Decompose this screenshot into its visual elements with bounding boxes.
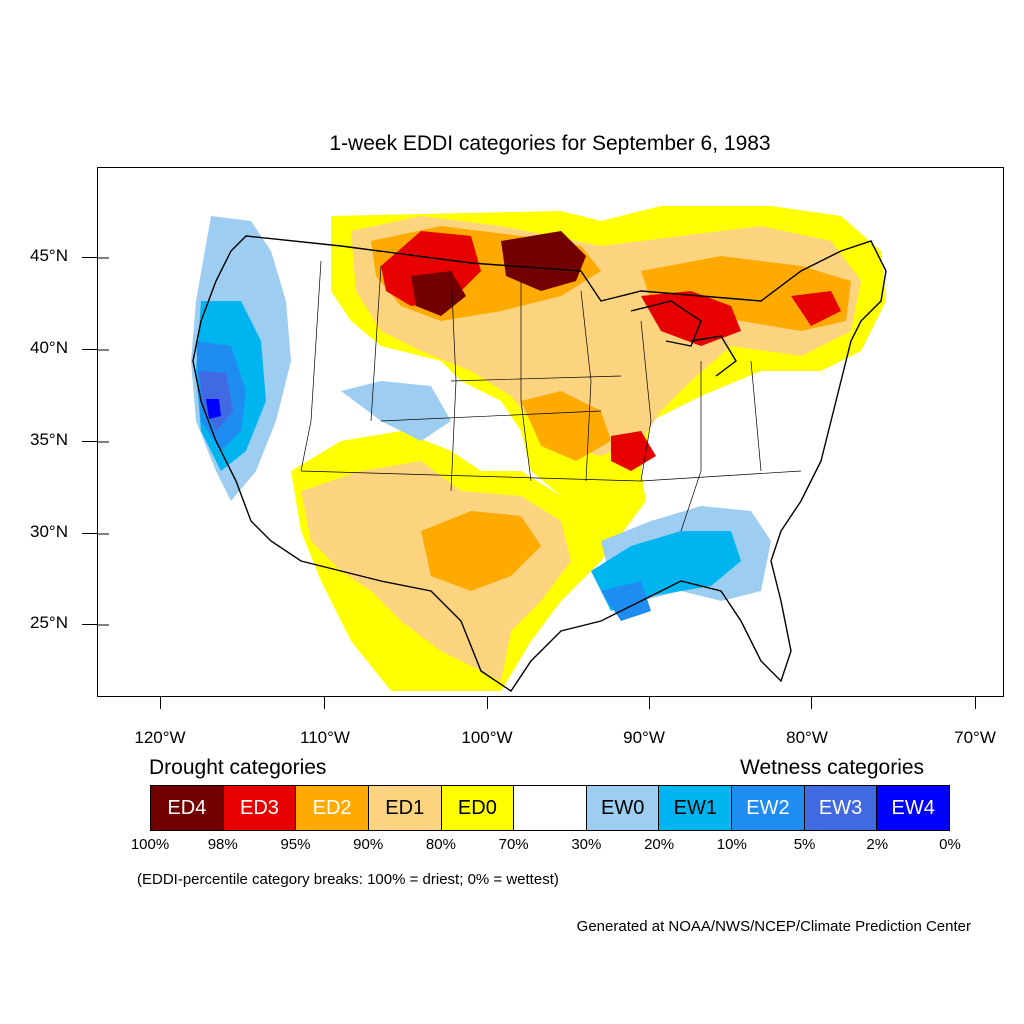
lon-label-90w: 90°W xyxy=(623,728,665,747)
credit-text: Generated at NOAA/NWS/NCEP/Climate Predi… xyxy=(576,918,971,935)
percentile-label: 20% xyxy=(644,836,675,853)
percentile-label: 100% xyxy=(130,836,170,853)
map-title: 1-week EDDI categories for September 6, … xyxy=(329,132,771,155)
us-outline xyxy=(192,235,887,692)
category-shading xyxy=(191,206,886,691)
eddi-map xyxy=(97,167,1004,697)
ew4-region-ca xyxy=(206,399,221,419)
lat-label-45: 45°N xyxy=(30,246,68,265)
percentile-label: 70% xyxy=(498,836,529,853)
lat-tick xyxy=(82,441,97,442)
lat-label-35: 35°N xyxy=(30,430,68,449)
lat-label-25: 25°N xyxy=(30,613,68,632)
ew0-region-co xyxy=(341,381,451,441)
state-lines xyxy=(300,260,802,532)
legend-box-ed2: ED2 xyxy=(296,786,369,830)
percentile-label: 80% xyxy=(425,836,456,853)
percentile-label: 10% xyxy=(716,836,747,853)
lon-label-120w: 120°W xyxy=(134,728,186,747)
wetness-heading: Wetness categories xyxy=(740,756,925,779)
boundaries xyxy=(192,235,887,692)
lat-tick xyxy=(82,624,97,625)
percentile-label: 0% xyxy=(939,836,961,853)
ew2-region-la xyxy=(601,581,651,621)
lon-tick xyxy=(324,697,325,709)
ed4-region-mn xyxy=(501,231,586,291)
lat-tick xyxy=(82,257,97,258)
percentile-label: 30% xyxy=(571,836,602,853)
category-legend: ED4 ED3 ED2 ED1 ED0 EW0 EW1 EW2 EW3 EW4 xyxy=(150,785,950,831)
ed2-region-kansas xyxy=(521,391,611,461)
ed3-region-mo xyxy=(611,431,656,471)
percentile-label: 5% xyxy=(793,836,816,853)
legend-box-ew1: EW1 xyxy=(659,786,733,830)
lon-tick xyxy=(649,697,650,709)
great-lakes xyxy=(630,300,737,377)
lat-label-30: 30°N xyxy=(30,522,68,541)
legend-box-ed1: ED1 xyxy=(368,786,442,830)
percentile-label: 2% xyxy=(866,836,889,853)
legend-box-ew2: EW2 xyxy=(732,786,805,830)
ed3-region-ne xyxy=(791,291,841,326)
lon-tick xyxy=(487,697,488,709)
lon-label-70w: 70°W xyxy=(954,728,996,747)
lon-label-110w: 110°W xyxy=(300,728,350,747)
ed3-region-michigan xyxy=(641,291,741,346)
lon-tick xyxy=(975,697,976,709)
legend-box-neutral xyxy=(514,786,587,830)
legend-box-ed4: ED4 xyxy=(151,786,224,830)
ed2-region-texas xyxy=(421,511,541,591)
lon-tick xyxy=(160,697,161,709)
ed2-region-east xyxy=(641,256,851,331)
graticule xyxy=(98,257,109,626)
lat-label-40: 40°N xyxy=(30,338,68,357)
drought-heading: Drought categories xyxy=(149,756,327,779)
lat-tick xyxy=(82,533,97,534)
percentile-label: 98% xyxy=(207,836,238,853)
legend-box-ed0: ED0 xyxy=(441,786,515,830)
legend-box-ed3: ED3 xyxy=(223,786,297,830)
category-note: (EDDI-percentile category breaks: 100% =… xyxy=(137,871,559,888)
legend-box-ew0: EW0 xyxy=(586,786,660,830)
lon-label-100w: 100°W xyxy=(461,728,513,747)
percentile-label: 95% xyxy=(280,836,311,853)
lon-label-80w: 80°W xyxy=(786,728,828,747)
lon-tick xyxy=(811,697,812,709)
legend-box-ew3: EW3 xyxy=(804,786,878,830)
legend-box-ew4: EW4 xyxy=(877,786,950,830)
percentile-label: 90% xyxy=(353,836,384,853)
lat-tick xyxy=(82,349,97,350)
